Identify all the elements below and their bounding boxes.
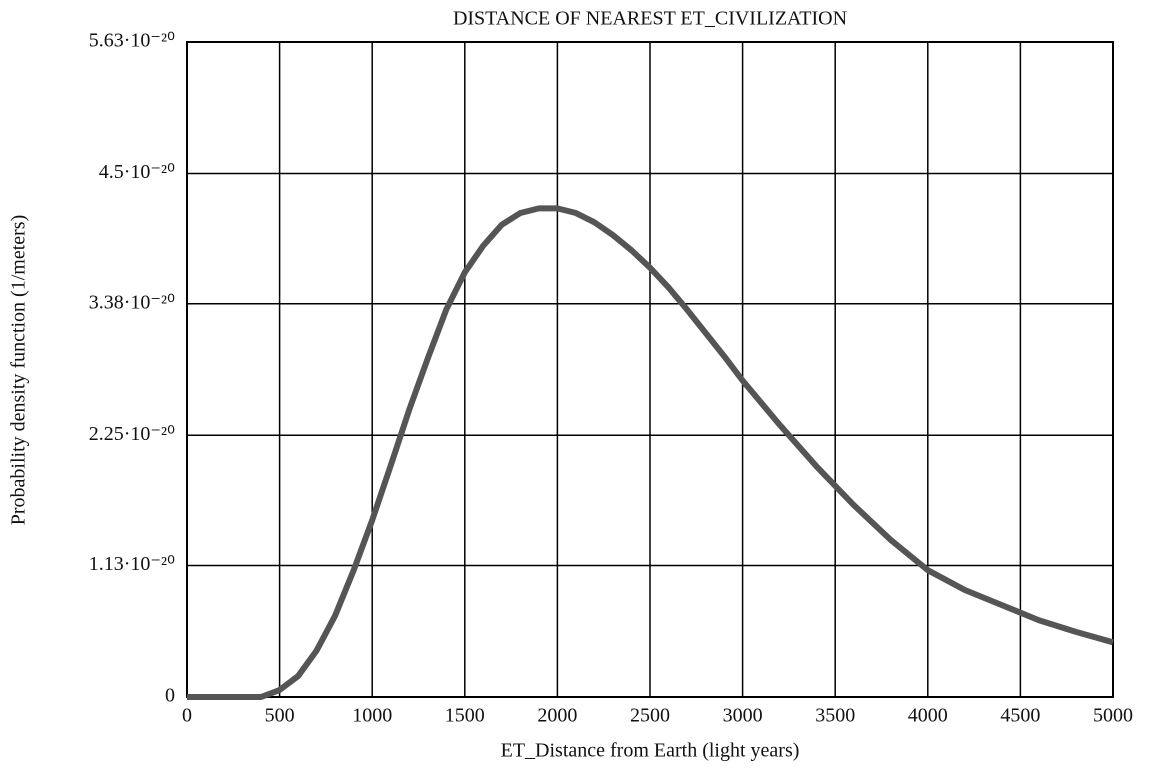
x-tick-label: 3000 xyxy=(723,705,763,727)
x-tick-label: 1000 xyxy=(352,705,392,727)
x-tick-label: 1500 xyxy=(445,705,485,727)
x-axis-label: ET_Distance from Earth (light years) xyxy=(501,740,800,762)
x-tick-label: 2000 xyxy=(537,705,577,727)
x-tick-label: 3500 xyxy=(815,705,855,727)
x-tick-label: 4500 xyxy=(1000,705,1040,727)
x-tick-label: 2500 xyxy=(630,705,670,727)
x-tick-label: 500 xyxy=(265,705,295,727)
x-tick-label: 4000 xyxy=(908,705,948,727)
y-tick-label: 4.5·10⁻²⁰ xyxy=(99,161,175,183)
data-line xyxy=(187,205,1114,700)
y-tick-label: 5.63·10⁻²⁰ xyxy=(89,30,175,52)
y-tick-label: 1.13·10⁻²⁰ xyxy=(89,553,175,575)
y-axis-label: Probability density function (1/meters) xyxy=(8,215,30,526)
chart-title: DISTANCE OF NEAREST ET_CIVILIZATION xyxy=(453,8,847,30)
x-tick-label: 0 xyxy=(182,705,192,727)
y-tick-label: 0 xyxy=(165,685,175,707)
y-tick-label: 2.25·10⁻²⁰ xyxy=(89,423,175,445)
x-tick-label: 5000 xyxy=(1093,705,1133,727)
y-tick-label: 3.38·10⁻²⁰ xyxy=(89,291,175,313)
plot-frame xyxy=(186,41,1114,698)
